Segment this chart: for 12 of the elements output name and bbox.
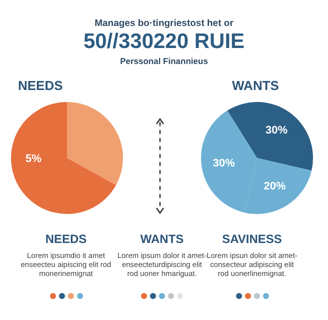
data-label: 30% bbox=[265, 124, 288, 137]
text: Manages bo·tingriestost het or bbox=[94, 18, 234, 29]
text: Perssonal Finannieus bbox=[119, 56, 209, 66]
data-label: 30% bbox=[212, 158, 236, 170]
chart-title: NEEDS bbox=[18, 78, 63, 93]
category-label: SAVINESS bbox=[221, 232, 283, 246]
text: 5% bbox=[25, 153, 42, 166]
data-label: 20% bbox=[264, 180, 286, 193]
chart-title: WANTS bbox=[232, 78, 279, 93]
text: 50//330220 RUIE bbox=[82, 30, 246, 54]
category-label: NEEDS bbox=[44, 232, 88, 246]
category-label: WANTS bbox=[139, 232, 185, 246]
